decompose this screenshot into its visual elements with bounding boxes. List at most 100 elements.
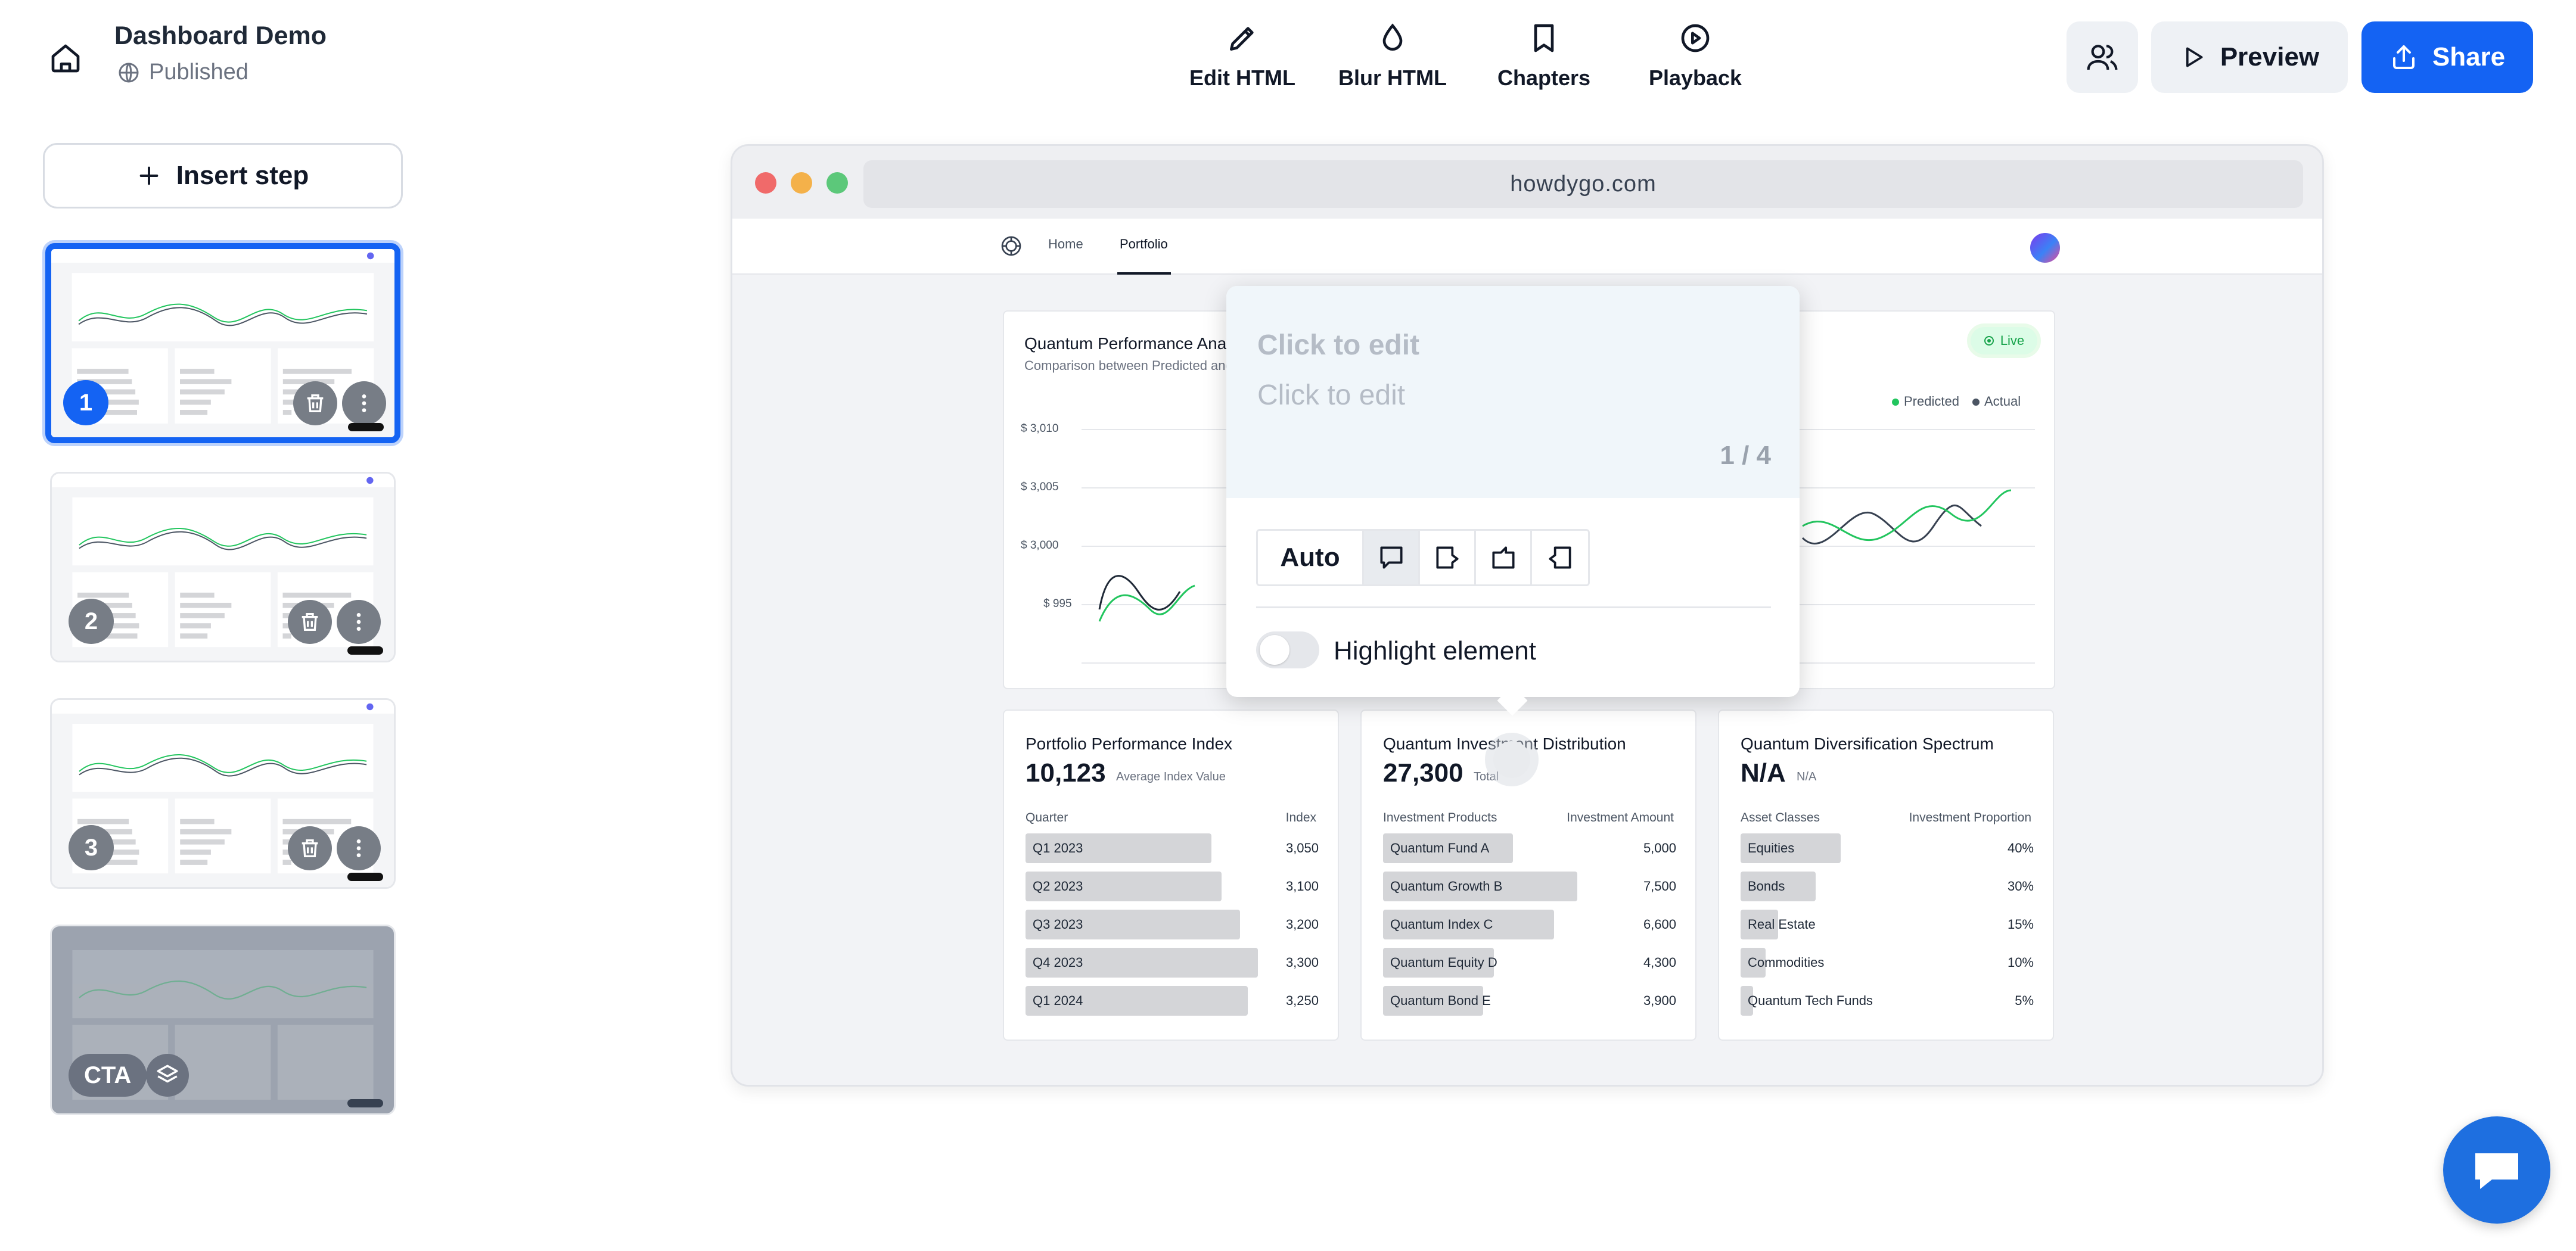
position-bottom-button[interactable] xyxy=(1364,531,1420,584)
bar-row: Q1 2024 3,250 xyxy=(1026,986,1319,1016)
droplet-icon xyxy=(1382,23,1403,51)
bar-fill xyxy=(1383,872,1577,901)
chapters-label: Chapters xyxy=(1497,66,1591,90)
bar-row: Equities 40% xyxy=(1741,833,2034,863)
user-avatar[interactable] xyxy=(2030,233,2060,263)
publish-status[interactable]: Published xyxy=(117,60,248,85)
bar-row: Commodities 10% xyxy=(1741,948,2034,978)
preview-button[interactable]: Preview xyxy=(2151,21,2348,93)
support-chat-button[interactable] xyxy=(2443,1116,2550,1224)
bar-value: 3,900 xyxy=(1643,993,1676,1008)
chat-icon xyxy=(2475,1153,2518,1189)
series-line-predicted xyxy=(1098,584,1195,622)
playback-label: Playback xyxy=(1648,66,1742,90)
edit-html-button[interactable]: Edit HTML xyxy=(1174,21,1311,93)
bar-row: Quantum Equity D 4,300 xyxy=(1383,948,1676,978)
insert-step-button[interactable]: Insert step xyxy=(43,143,403,208)
step-number-badge: 3 xyxy=(69,825,114,870)
tooltip-body-input[interactable]: Click to edit xyxy=(1257,379,1406,411)
step-number-badge: 2 xyxy=(69,599,114,644)
playback-button[interactable]: Playback xyxy=(1627,21,1764,93)
bar-label: Quantum Index C xyxy=(1390,917,1493,932)
bar-label: Quantum Bond E xyxy=(1390,993,1491,1008)
cta-layers-button[interactable] xyxy=(146,1054,189,1097)
more-vertical-icon xyxy=(362,394,366,412)
bar-row: Q3 2023 3,200 xyxy=(1026,910,1319,939)
stat-card-value: 10,123 xyxy=(1026,758,1106,788)
stat-card-caption: N/A xyxy=(1797,770,1817,783)
tooltip-title-input[interactable]: Click to edit xyxy=(1257,329,1420,361)
document-title: Dashboard Demo xyxy=(114,21,327,50)
bar-value: 6,600 xyxy=(1643,917,1676,932)
trash-icon xyxy=(302,839,318,857)
bar-value: 3,050 xyxy=(1285,841,1319,855)
stat-card-diversification: Quantum Diversification Spectrum N/A N/A… xyxy=(1718,709,2054,1041)
blur-html-button[interactable]: Blur HTML xyxy=(1324,21,1461,93)
nav-link-home[interactable]: Home xyxy=(1048,236,1083,251)
bar-row: Real Estate 15% xyxy=(1741,910,2034,939)
column-header: Investment Proportion xyxy=(1909,811,2031,824)
globe-icon xyxy=(119,63,139,82)
trash-icon xyxy=(302,613,318,631)
stat-card-title: Quantum Diversification Spectrum xyxy=(1741,735,1994,753)
bar-fill xyxy=(1383,910,1554,939)
bar-label: Q3 2023 xyxy=(1033,917,1083,932)
window-minimize-dot xyxy=(791,172,812,194)
bookmark-icon xyxy=(1534,24,1554,52)
blur-html-label: Blur HTML xyxy=(1338,66,1447,90)
column-header: Index xyxy=(1285,811,1316,824)
bar-row: Quantum Index C 6,600 xyxy=(1383,910,1676,939)
step-duration-pill xyxy=(347,873,383,881)
bar-label: Quantum Tech Funds xyxy=(1748,993,1873,1008)
highlight-element-toggle[interactable] xyxy=(1256,631,1319,668)
bar-value: 40% xyxy=(2007,841,2034,855)
step-menu-button[interactable] xyxy=(337,826,381,870)
column-header: Investment Amount xyxy=(1567,811,1674,824)
bar-label: Quantum Growth B xyxy=(1390,879,1503,894)
delete-step-button[interactable] xyxy=(288,600,332,644)
speech-bubble-left-icon xyxy=(1549,546,1571,569)
collaborators-button[interactable] xyxy=(2067,21,2138,93)
delete-step-button[interactable] xyxy=(288,826,332,870)
step-hotspot[interactable] xyxy=(1493,741,1530,778)
layers-icon xyxy=(157,1065,178,1083)
nav-link-portfolio[interactable]: Portfolio xyxy=(1120,236,1168,251)
stat-card-portfolio-index: Portfolio Performance Index 10,123 Avera… xyxy=(1003,709,1339,1041)
bar-row: Quantum Bond E 3,900 xyxy=(1383,986,1676,1016)
bar-value: 30% xyxy=(2007,879,2034,894)
tooltip-content-area[interactable]: Click to edit Click to edit 1 / 4 xyxy=(1226,286,1800,498)
position-left-button[interactable] xyxy=(1532,531,1588,584)
window-maximize-dot xyxy=(826,172,848,194)
bar-label: Real Estate xyxy=(1748,917,1816,932)
cta-step-thumbnail[interactable]: CTA xyxy=(50,925,396,1115)
step-thumbnail-3[interactable]: 3 xyxy=(50,698,396,889)
y-tick-label: $ 3,005 xyxy=(1021,481,1059,493)
edit-html-label: Edit HTML xyxy=(1189,66,1295,90)
position-right-button[interactable] xyxy=(1420,531,1476,584)
step-menu-button[interactable] xyxy=(337,600,381,644)
step-menu-button[interactable] xyxy=(342,381,386,425)
bar-row: Bonds 30% xyxy=(1741,872,2034,901)
chapters-button[interactable]: Chapters xyxy=(1475,21,1612,93)
position-top-button[interactable] xyxy=(1476,531,1532,584)
bar-label: Q2 2023 xyxy=(1033,879,1083,894)
bar-value: 3,250 xyxy=(1285,993,1319,1008)
position-auto-button[interactable]: Auto xyxy=(1258,531,1364,584)
cta-badge: CTA xyxy=(69,1054,147,1097)
delete-step-button[interactable] xyxy=(293,381,337,425)
stat-card-title: Portfolio Performance Index xyxy=(1026,735,1233,753)
stat-card-value: N/A xyxy=(1741,758,1786,788)
step-thumbnail-1[interactable]: 1 xyxy=(45,243,400,443)
tooltip-position-selector: Auto xyxy=(1256,529,1590,586)
share-icon xyxy=(2392,45,2415,69)
share-button[interactable]: Share xyxy=(2361,21,2533,93)
bar-value: 5% xyxy=(2015,993,2034,1008)
step-thumbnail-2[interactable]: 2 xyxy=(50,472,396,662)
chart-legend: Predicted Actual xyxy=(1892,394,2021,409)
home-icon xyxy=(51,44,80,73)
home-button[interactable] xyxy=(42,35,89,82)
bar-label: Bonds xyxy=(1748,879,1785,894)
bar-fill xyxy=(1026,986,1248,1016)
bar-fill xyxy=(1383,833,1513,863)
step-tooltip-editor: Click to edit Click to edit 1 / 4 Auto H… xyxy=(1226,286,1800,716)
